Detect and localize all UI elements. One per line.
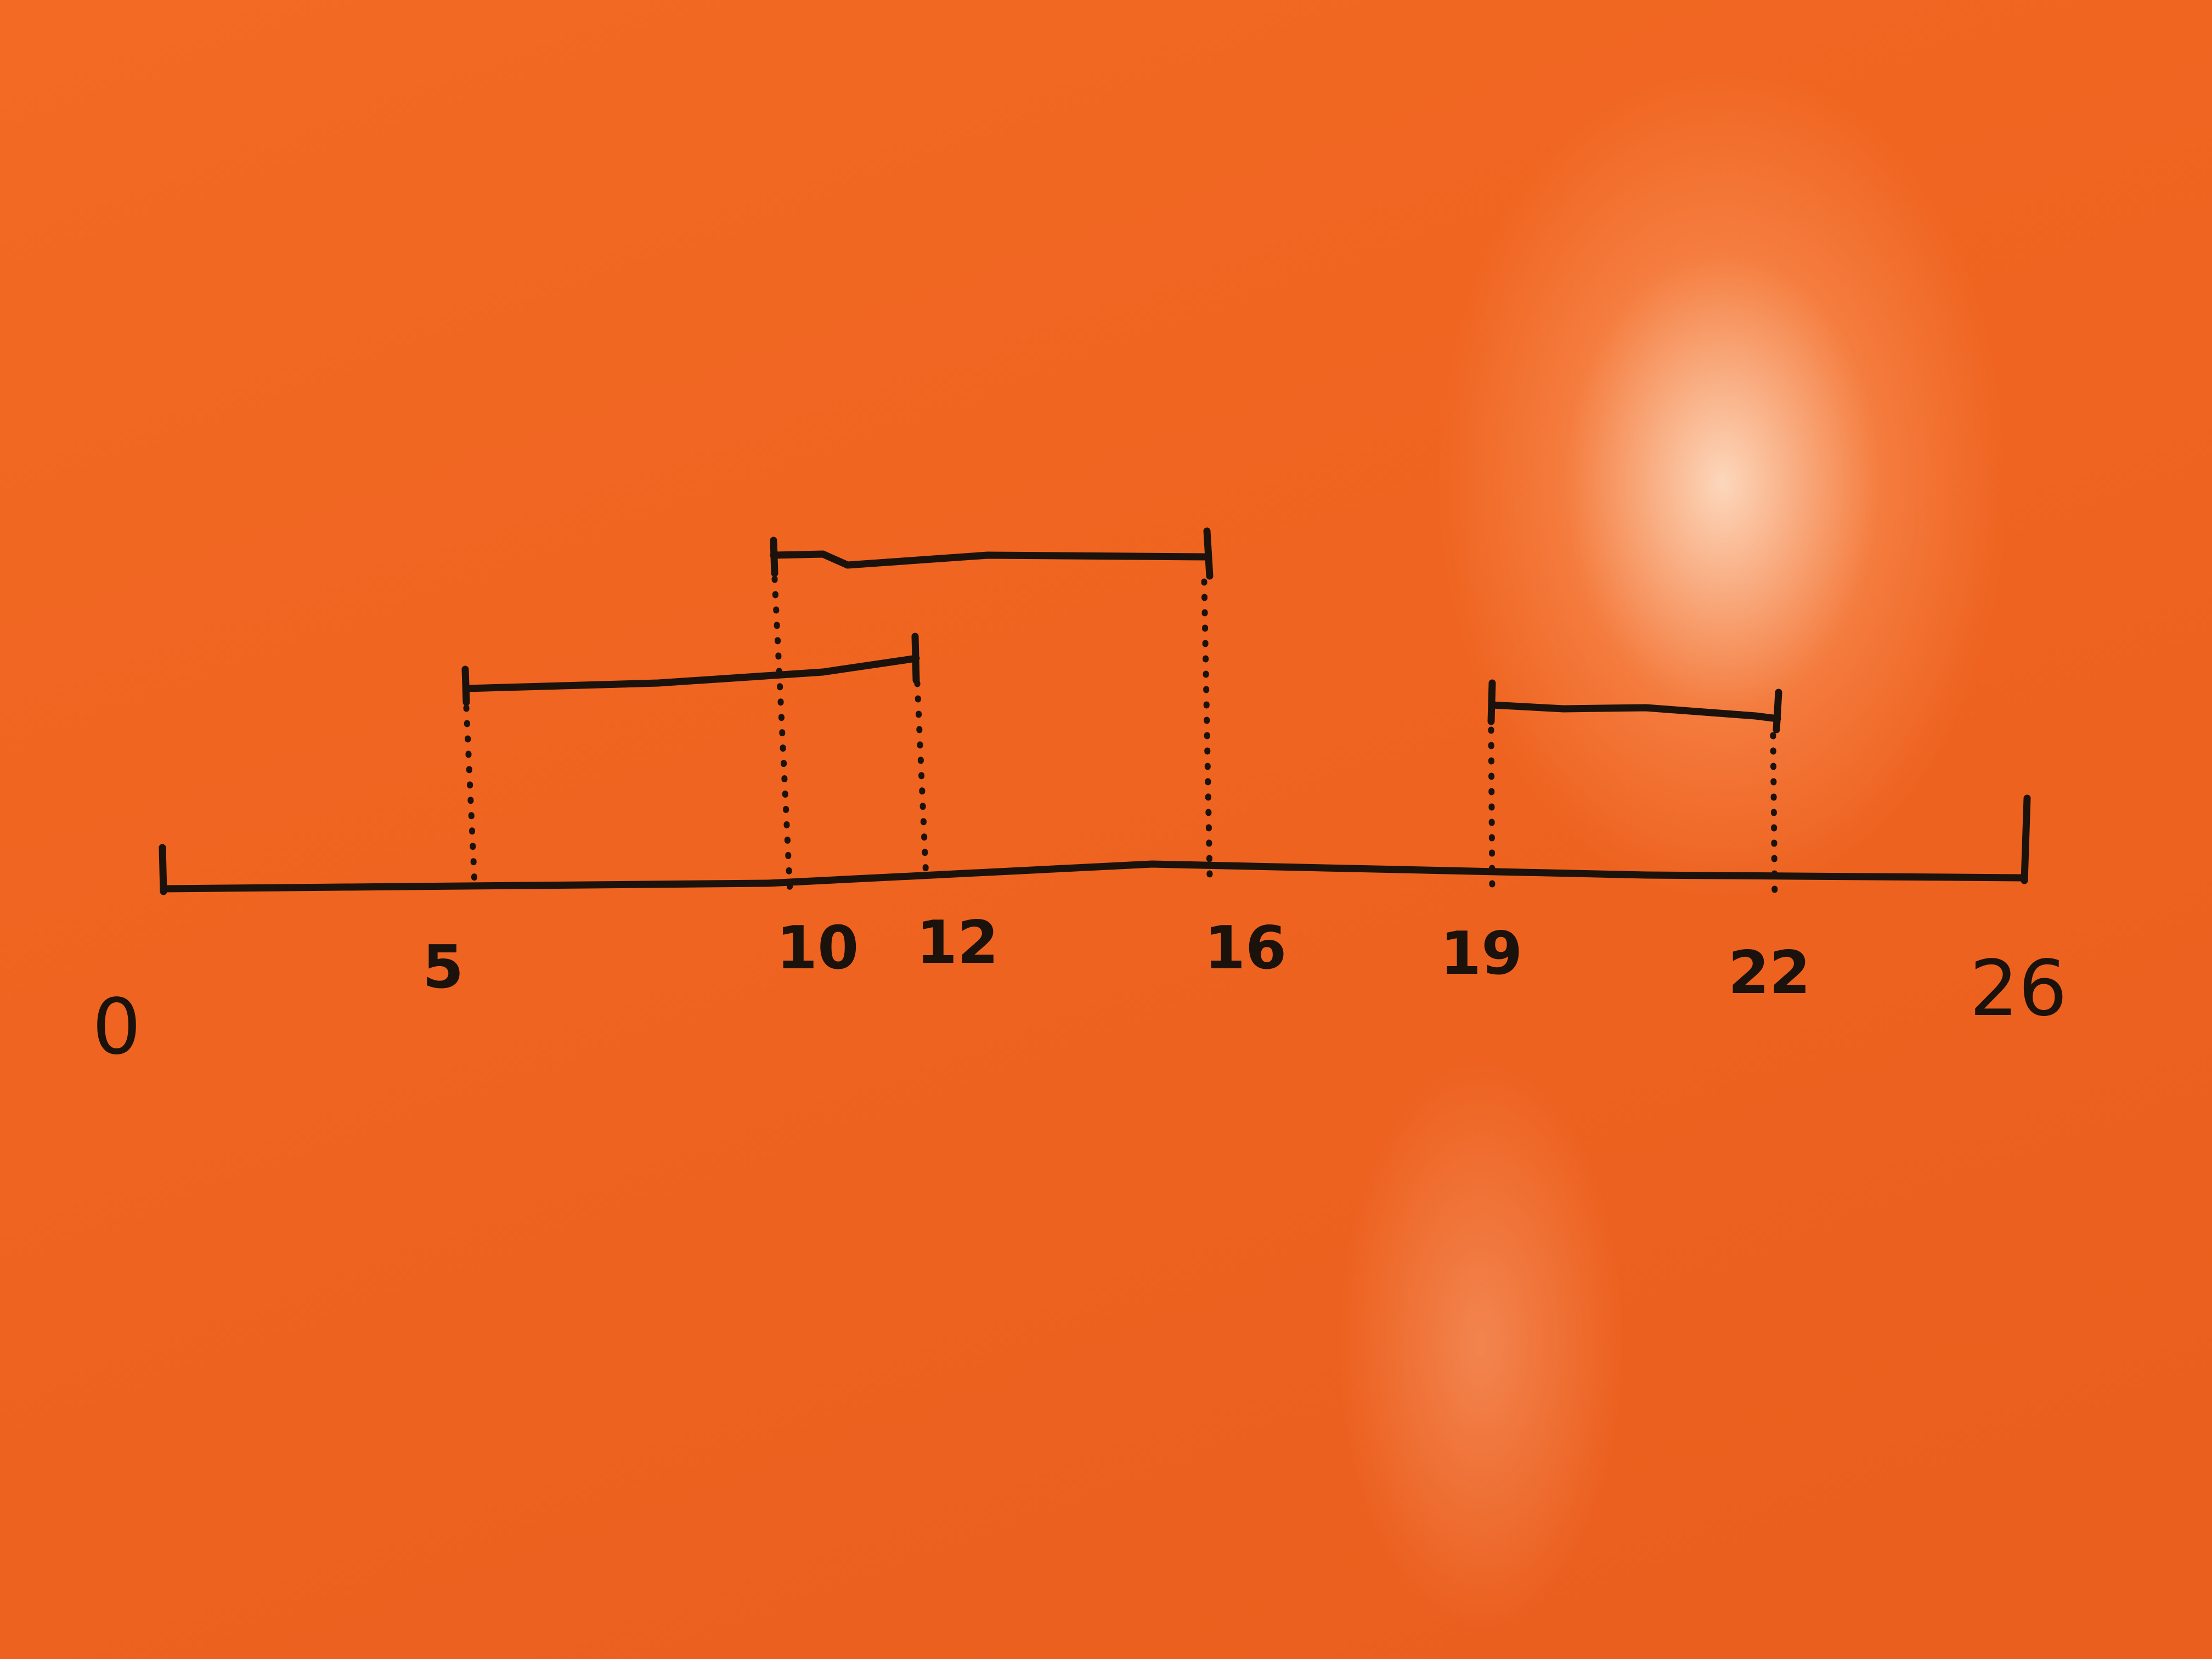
interval-end-cap <box>911 633 920 684</box>
interval-end-cap <box>1203 527 1214 580</box>
tick-label-19: 19 <box>1440 919 1522 988</box>
interval-start-cap <box>1487 679 1496 725</box>
interval-end-guide <box>1201 578 1213 878</box>
interval-bar <box>770 550 1211 569</box>
interval-5-12 <box>461 633 929 887</box>
tick-label-12: 12 <box>916 909 998 977</box>
interval-end-guide <box>1770 732 1778 906</box>
interval-end-guide <box>914 680 929 881</box>
tick-label-16: 16 <box>1204 914 1286 983</box>
interval-10-16 <box>770 527 1214 895</box>
tick-label-26: 26 <box>1970 944 2067 1034</box>
interval-start-cap <box>461 665 470 706</box>
number-line <box>160 860 2028 893</box>
interval-start-guide <box>771 575 793 895</box>
interval-start-guide <box>1488 726 1496 895</box>
tick-label-5: 5 <box>422 933 464 1002</box>
interval-19-22 <box>1487 679 1782 906</box>
left-end-tick <box>159 844 167 895</box>
right-end-tick <box>2021 794 2031 884</box>
interval-bar <box>462 654 920 692</box>
interval-start-guide <box>463 704 478 887</box>
interval-bar <box>1488 701 1781 723</box>
tick-label-10: 10 <box>776 914 859 983</box>
interval-end-cap <box>1773 689 1782 733</box>
tick-label-0: 0 <box>92 983 141 1072</box>
tick-label-22: 22 <box>1728 939 1810 1007</box>
interval-start-cap <box>770 537 778 577</box>
